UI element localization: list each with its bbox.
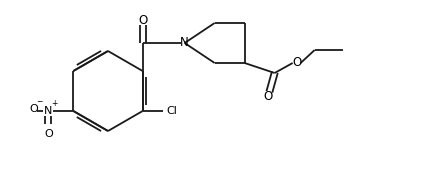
Text: O: O [29, 104, 38, 114]
Text: O: O [44, 129, 52, 139]
Text: N: N [180, 36, 189, 49]
Text: O: O [292, 56, 301, 69]
Text: O: O [262, 90, 272, 103]
Text: +: + [51, 98, 58, 108]
Text: O: O [138, 14, 147, 27]
Text: N: N [44, 106, 52, 116]
Text: −: − [36, 98, 43, 106]
Text: Cl: Cl [166, 106, 177, 116]
